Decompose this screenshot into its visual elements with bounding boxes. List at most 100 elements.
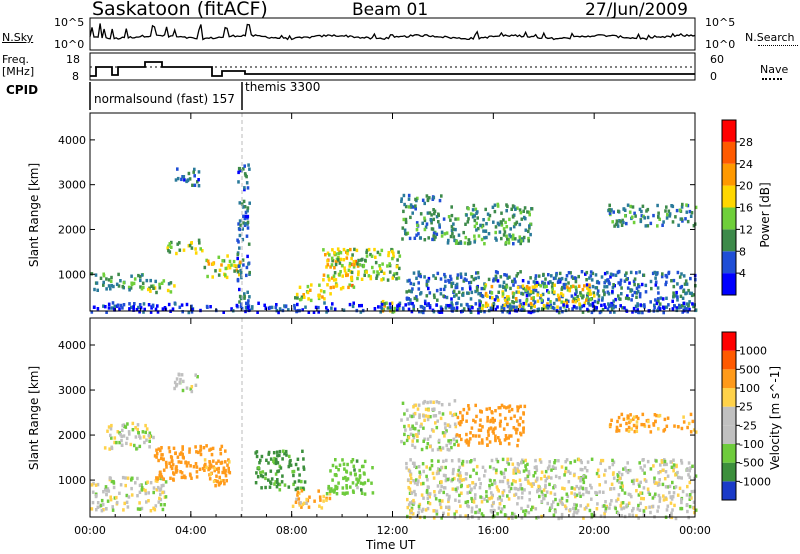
echo-cell [431,407,434,412]
echo-cell [469,437,472,441]
xtick-label: 16:00 [477,524,509,537]
echo-cell [663,459,667,464]
echo-cell [617,470,621,475]
echo-cell [466,491,469,495]
echo-cell [420,447,424,452]
echo-cell [176,455,180,459]
echo-cell [645,209,648,213]
echo-cell [441,412,445,416]
echo-cell [636,416,640,421]
echo-cell [666,213,669,217]
echo-cell [492,500,495,505]
echo-cell [167,244,170,248]
echo-cell [222,310,225,314]
echo-cell [293,303,296,308]
echo-cell [125,436,129,441]
echo-cell [608,282,611,286]
echo-cell [438,490,441,494]
echo-cell [472,213,475,217]
echo-cell [349,485,352,489]
echo-cell [595,507,599,511]
echo-cell [134,435,138,439]
echo-cell [325,265,328,269]
echo-cell [149,481,153,485]
echo-cell [208,461,212,465]
echo-cell [507,497,511,501]
echo-cell [219,452,223,456]
echo-cell [686,509,689,514]
echo-cell [483,242,486,246]
echo-cell [552,500,555,504]
echo-cell [520,496,524,500]
echo-region [405,457,698,521]
echo-cell [405,290,408,294]
echo-cell [457,296,461,300]
echo-cell [487,433,490,437]
echo-cell [620,514,623,518]
echo-cell [216,479,219,484]
echo-cell [96,307,100,311]
echo-cell [238,300,241,304]
echo-cell [164,460,168,465]
echo-cell [498,284,502,288]
echo-cell [579,306,582,311]
echo-cell [349,247,352,252]
echo-cell [610,418,613,422]
echo-cell [430,221,433,225]
echo-cell [503,438,507,442]
echo-cell [358,475,362,479]
echo-cell [343,269,347,273]
echo-cell [158,286,162,290]
echo-cell [579,477,582,481]
echo-cell [622,220,625,225]
echo-cell [409,203,413,207]
echo-cell [688,469,691,473]
echo-cell [471,215,475,219]
echo-cell [475,285,479,290]
echo-cell [477,292,480,296]
echo-cell [491,205,495,209]
echo-cell [149,310,153,314]
echo-cell [109,495,112,499]
echo-cell [412,433,415,438]
echo-cell [239,268,242,273]
echo-cell [335,492,339,496]
echo-cell [325,496,328,501]
echo-cell [585,283,589,287]
echo-cell [685,282,689,286]
echo-cell [680,476,683,480]
echo-cell [467,305,470,309]
echo-cell [374,260,378,265]
echo-cell [557,516,560,521]
echo-cell [197,178,200,182]
echo-cell [516,206,519,210]
echo-cell [627,297,630,301]
echo-cell [616,474,620,479]
echo-cell [144,481,148,485]
echo-cell [92,481,95,486]
echo-cell [130,274,133,278]
echo-cell [409,301,413,306]
date-label: 27/Jun/2009 [585,0,688,20]
echo-cell [331,463,335,468]
echo-cell [604,279,607,283]
echo-cell [158,282,161,287]
echo-cell [567,469,570,474]
echo-cell [276,461,280,465]
echo-cell [607,302,610,306]
echo-cell [672,278,676,283]
echo-cell [356,276,359,281]
echo-cell [616,419,619,424]
echo-cell [649,430,653,434]
echo-cell [302,501,306,505]
echo-cell [214,484,217,488]
echo-cell [241,227,244,231]
echo-cell [447,496,451,500]
echo-cell [468,490,472,494]
echo-cell [590,310,594,315]
echo-cell [665,216,669,220]
echo-cell [550,505,554,509]
echo-cell [180,177,183,182]
echo-cell [646,215,650,220]
echo-cell [423,216,426,220]
